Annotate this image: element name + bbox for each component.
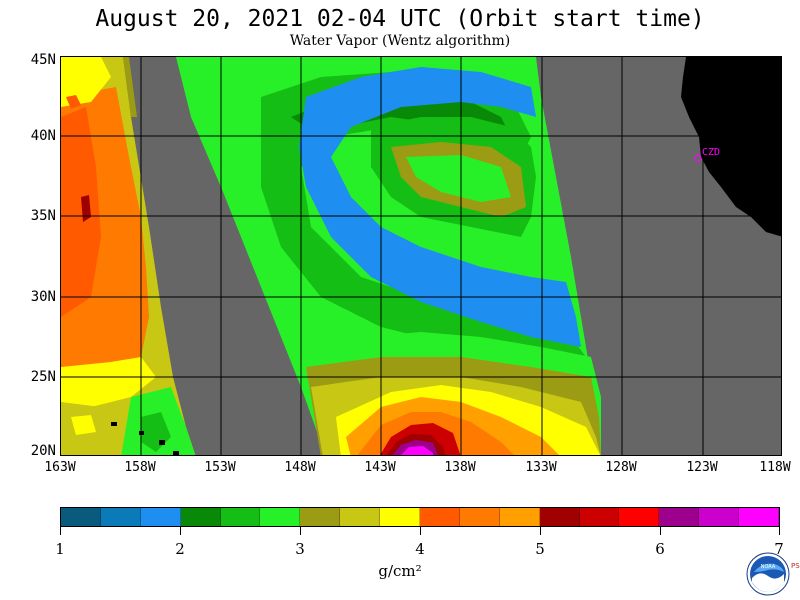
colorbar-cell [340, 508, 381, 526]
colorbar-cell [579, 508, 620, 526]
map-subtitle: Water Vapor (Wentz algorithm) [289, 33, 511, 49]
colorbar-unit: g/cm² [378, 562, 422, 580]
psl-label: PSL [791, 562, 800, 570]
lon-label-128w: 128W [605, 460, 637, 475]
colorbar-cell [499, 508, 540, 526]
lon-label-163w: 163W [44, 460, 76, 475]
colorbar-cell [539, 508, 580, 526]
colorbar-tick [540, 527, 541, 535]
colorbar-label-7: 7 [774, 540, 784, 558]
colorbar-cell [140, 508, 181, 526]
colorbar-cell [659, 508, 700, 526]
lat-label-25n: 25N [30, 369, 56, 385]
colorbar-label-5: 5 [535, 540, 545, 558]
lat-lon-grid [61, 57, 781, 455]
colorbar-tick [60, 527, 61, 535]
colorbar-cell [459, 508, 500, 526]
logo-text: NOAA [761, 564, 776, 570]
colorbar-cell [300, 508, 341, 526]
colorbar-cell [220, 508, 261, 526]
colorbar-cell [100, 508, 141, 526]
lon-label-143w: 143W [364, 460, 396, 475]
lon-label-148w: 148W [284, 460, 316, 475]
colorbar-tick [779, 527, 780, 535]
colorbar [60, 507, 780, 527]
colorbar-tick [180, 527, 181, 535]
colorbar-cell [180, 508, 221, 526]
land-california [681, 57, 781, 237]
colorbar-tick [300, 527, 301, 535]
western-swath [61, 57, 196, 455]
central-swath [176, 57, 601, 455]
lon-label-118w: 118W [759, 460, 791, 475]
colorbar-cell [420, 508, 460, 526]
colorbar-cell [61, 508, 101, 526]
lon-label-133w: 133W [525, 460, 557, 475]
map-title: August 20, 2021 02-04 UTC (Orbit start t… [95, 6, 705, 32]
lat-label-35n: 35N [30, 208, 56, 224]
colorbar-label-3: 3 [295, 540, 305, 558]
colorbar-cell [619, 508, 660, 526]
station-label: CZD [702, 147, 721, 158]
lon-label-158w: 158W [124, 460, 156, 475]
lat-label-30n: 30N [30, 289, 56, 305]
colorbar-label-2: 2 [175, 540, 185, 558]
map-canvas [61, 57, 781, 455]
lon-label-123w: 123W [686, 460, 718, 475]
colorbar-label-1: 1 [55, 540, 65, 558]
lat-label-40n: 40N [30, 128, 56, 144]
lon-label-138w: 138W [444, 460, 476, 475]
colorbar-label-6: 6 [655, 540, 665, 558]
colorbar-tick [420, 527, 421, 535]
colorbar-tick [660, 527, 661, 535]
hawaii-islands [111, 422, 179, 455]
colorbar-cell [699, 508, 740, 526]
station-marker-czd [694, 154, 702, 162]
colorbar-cell [260, 508, 301, 526]
water-vapor-map: CZD [60, 56, 782, 456]
lon-label-153w: 153W [204, 460, 236, 475]
lat-label-20n: 20N [30, 443, 56, 459]
lat-label-45n: 45N [30, 52, 56, 68]
noaa-logo-icon: NOAA [746, 552, 790, 596]
colorbar-label-4: 4 [415, 540, 425, 558]
colorbar-cell [739, 508, 780, 526]
colorbar-cell [380, 508, 421, 526]
